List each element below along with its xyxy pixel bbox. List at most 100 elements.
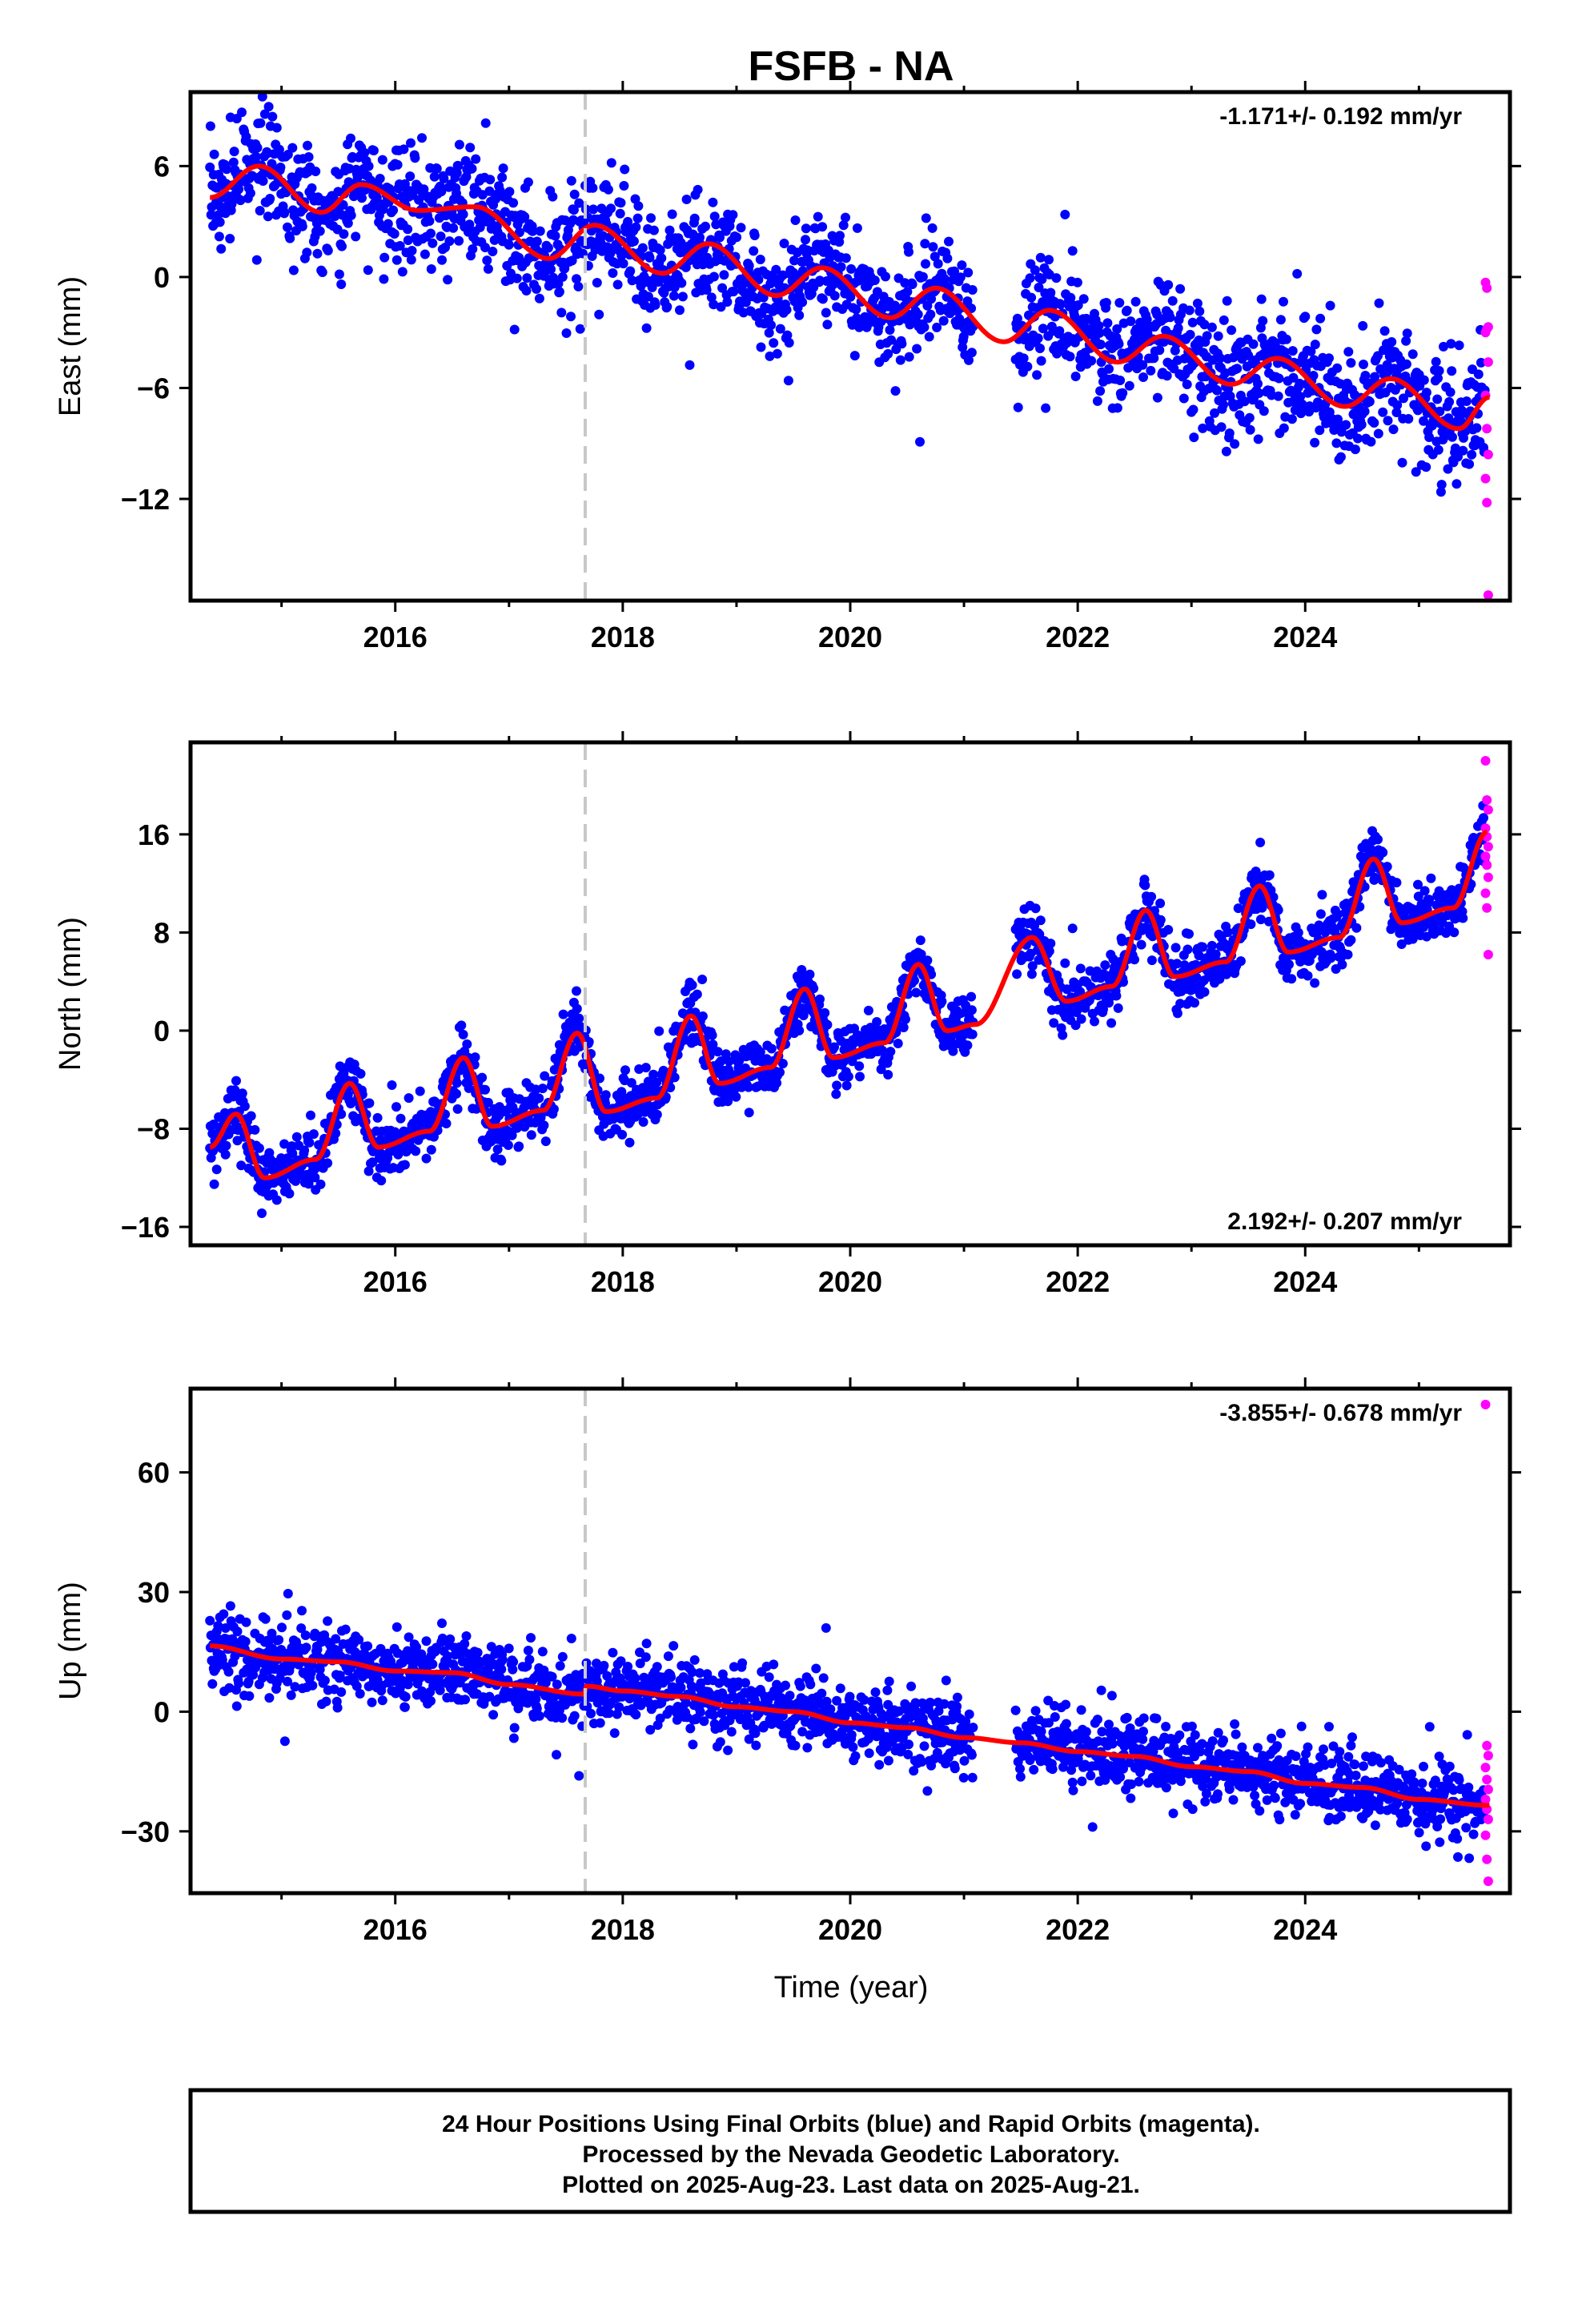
final-orbit-point (237, 107, 247, 118)
final-orbit-point (1432, 394, 1443, 404)
final-orbit-point (471, 154, 481, 164)
final-orbit-point (717, 283, 728, 293)
final-orbit-point (1041, 403, 1051, 413)
final-orbit-point (1065, 352, 1075, 362)
final-orbit-point (460, 1638, 470, 1649)
final-orbit-point (368, 146, 379, 155)
final-orbit-point (454, 139, 464, 150)
final-orbit-point (220, 1149, 231, 1160)
final-orbit-point (772, 1078, 782, 1088)
final-orbit-point (632, 213, 643, 223)
final-orbit-point (926, 309, 936, 320)
final-orbit-point (606, 158, 616, 168)
final-orbit-point (283, 1589, 293, 1598)
final-orbit-point (1439, 341, 1448, 352)
final-orbit-point (781, 1680, 790, 1691)
final-orbit-point (1126, 316, 1136, 327)
final-orbit-point (631, 222, 641, 232)
final-orbit-point (575, 324, 585, 334)
final-orbit-point (359, 147, 370, 158)
final-orbit-point (904, 352, 914, 362)
final-orbit-point (1239, 396, 1250, 407)
x-tick-label: 2016 (363, 621, 428, 653)
final-orbit-point (817, 294, 828, 304)
final-orbit-point (521, 286, 532, 296)
final-orbit-point (566, 175, 576, 186)
final-orbit-point (337, 241, 347, 251)
final-orbit-point (568, 205, 579, 215)
final-orbit-point (1175, 283, 1186, 294)
final-orbit-point (534, 293, 544, 304)
final-orbit-point (215, 202, 226, 212)
final-orbit-point (1293, 927, 1303, 938)
final-orbit-point (421, 1153, 432, 1164)
final-orbit-point (312, 248, 323, 259)
final-orbit-point (1165, 312, 1175, 323)
final-orbit-point (483, 263, 493, 274)
final-orbit-point (363, 265, 373, 275)
final-orbit-point (1358, 320, 1368, 331)
final-orbit-point (843, 1072, 853, 1082)
final-orbit-point (354, 1634, 364, 1645)
final-orbit-point (620, 164, 630, 175)
final-orbit-point (709, 271, 719, 282)
final-orbit-point (1012, 313, 1022, 324)
final-orbit-point (279, 1139, 290, 1149)
final-orbit-point (484, 186, 495, 196)
final-orbit-point (1172, 959, 1182, 969)
final-orbit-point (263, 211, 273, 222)
final-orbit-point (1396, 939, 1407, 949)
final-orbit-point (1122, 305, 1132, 316)
rapid-orbit-points (1480, 277, 1493, 601)
final-orbit-point (1090, 1016, 1099, 1027)
final-orbit-point (346, 133, 355, 143)
final-orbit-point (462, 1039, 472, 1049)
final-orbit-point (428, 238, 438, 248)
y-tick-label: 6 (154, 150, 170, 183)
final-orbit-point (540, 1136, 551, 1147)
rapid-orbit-point (1482, 424, 1492, 434)
final-orbit-point (420, 249, 430, 259)
final-orbit-point (1085, 966, 1095, 976)
final-orbit-point (274, 144, 284, 155)
final-orbit-point (1366, 436, 1376, 447)
final-orbit-point (1467, 449, 1477, 460)
final-orbit-point (508, 1664, 518, 1675)
final-orbit-point (600, 1090, 611, 1100)
final-orbit-point (813, 211, 823, 222)
final-orbit-point (1142, 314, 1152, 324)
final-orbit-point (1058, 1030, 1068, 1040)
final-orbit-point (662, 302, 673, 312)
final-orbit-point (779, 239, 789, 248)
final-orbit-point (448, 223, 459, 233)
final-orbit-point (411, 1146, 421, 1156)
final-orbit-point (263, 148, 272, 159)
final-orbit-point (507, 1130, 517, 1140)
final-orbit-point (1055, 300, 1066, 310)
final-orbit-point (1332, 363, 1343, 373)
final-orbit-point (1255, 838, 1266, 847)
final-orbit-point (686, 239, 697, 249)
final-orbit-point (524, 1655, 535, 1665)
final-orbit-point (1397, 457, 1407, 468)
final-orbit-point (426, 228, 436, 239)
final-orbit-point (1222, 296, 1232, 306)
final-orbit-point (1086, 356, 1097, 366)
final-orbit-point (357, 193, 367, 203)
final-orbit-point (966, 348, 977, 358)
final-orbit-point (284, 1188, 295, 1199)
final-orbit-point (315, 1179, 326, 1189)
final-orbit-point (465, 143, 476, 153)
final-orbit-point (589, 1691, 600, 1701)
final-orbit-point (586, 1708, 596, 1719)
final-orbit-point (1287, 346, 1298, 356)
final-orbit-point (1419, 375, 1429, 385)
final-orbit-point (274, 1634, 284, 1645)
rapid-orbit-point (1483, 950, 1493, 959)
final-orbit-point (532, 283, 541, 294)
final-orbit-point (248, 1670, 259, 1680)
final-orbit-point (557, 1713, 568, 1723)
final-orbit-point (331, 1634, 341, 1644)
final-orbit-point (841, 212, 850, 223)
final-orbit-point (391, 1622, 402, 1632)
